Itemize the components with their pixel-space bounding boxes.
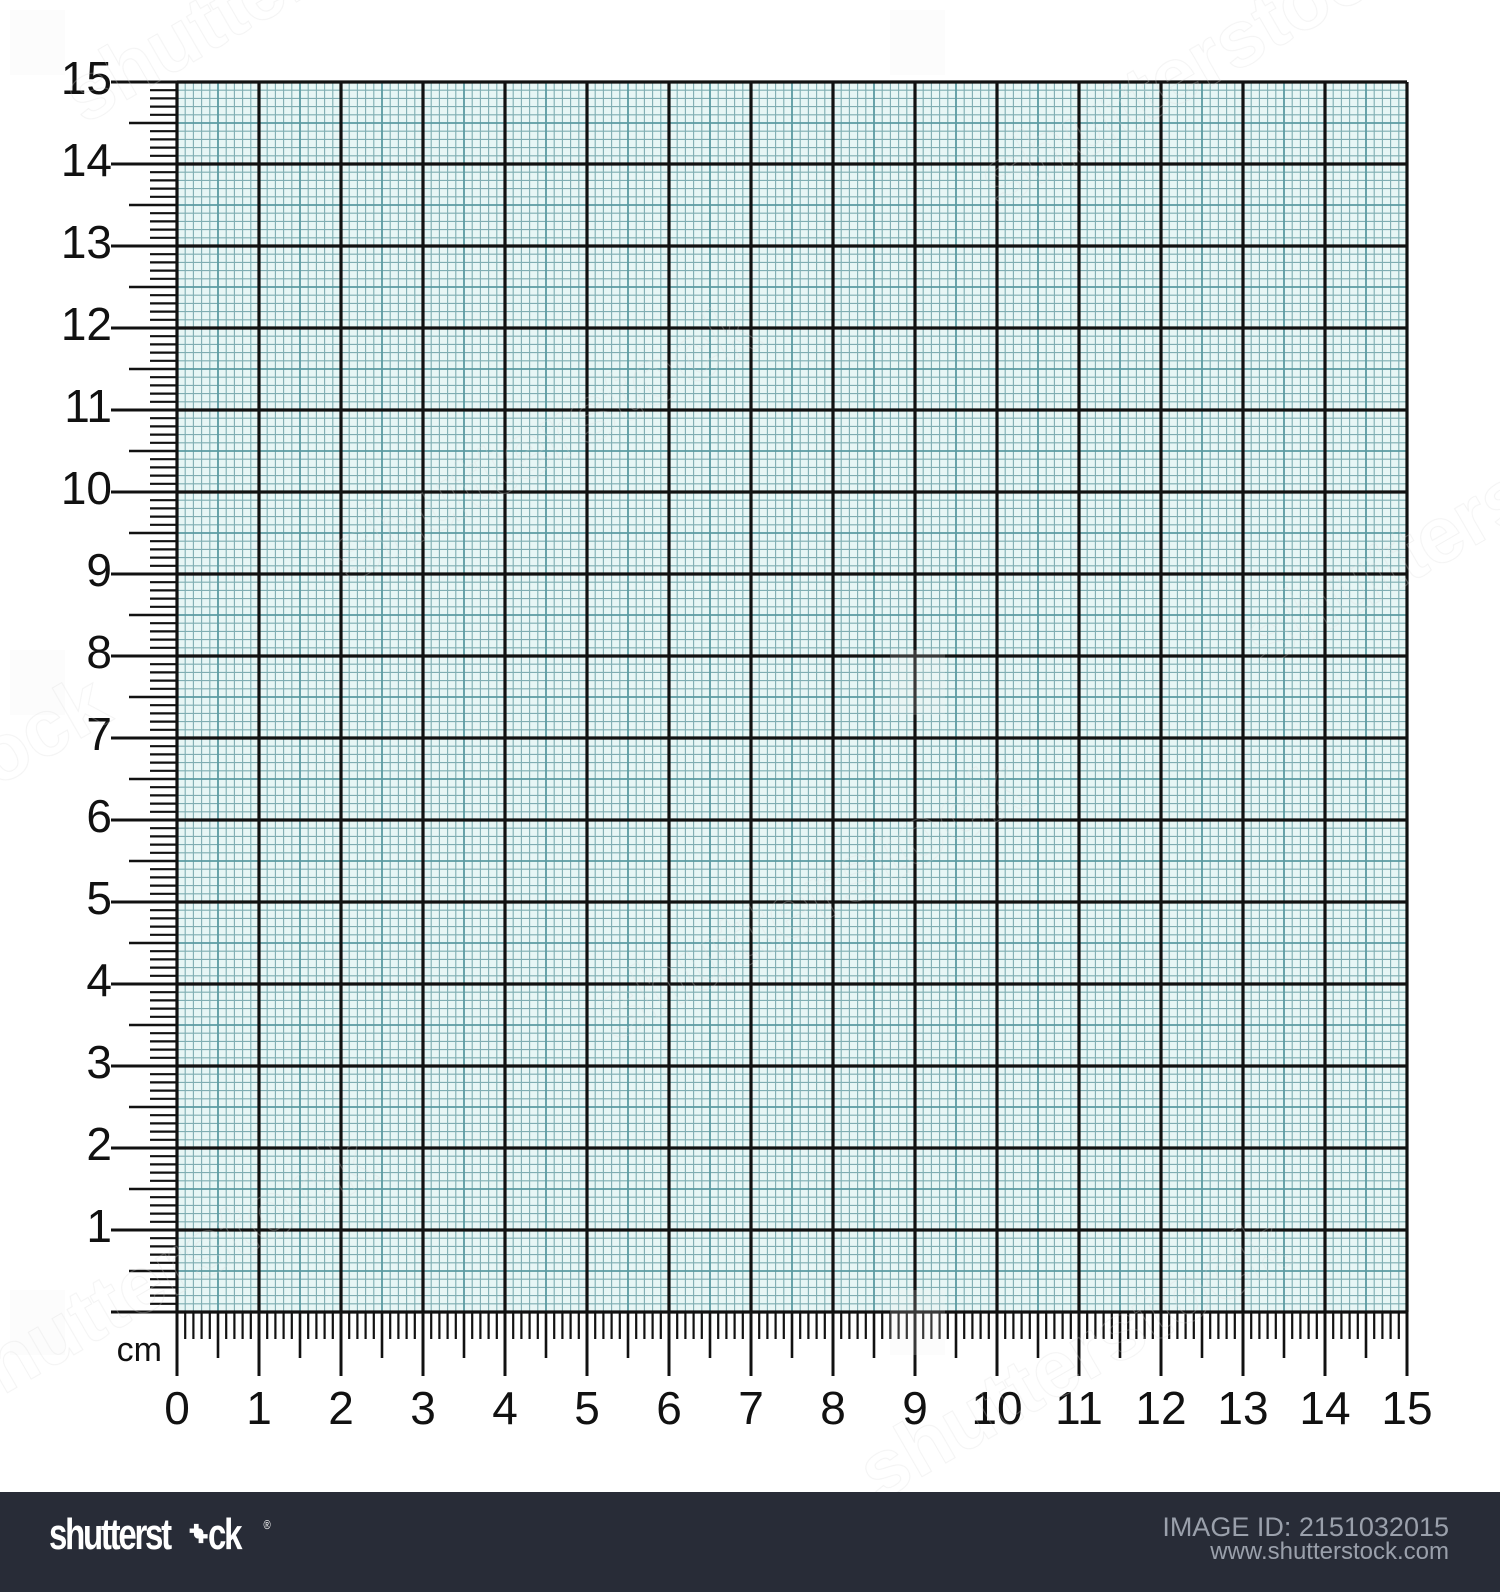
svg-text:shutterst: shutterst [49, 1511, 172, 1560]
svg-text:www.shutterstock.com: www.shutterstock.com [1209, 1538, 1449, 1565]
svg-text:®: ® [264, 1519, 272, 1533]
svg-text:ck: ck [208, 1511, 243, 1560]
